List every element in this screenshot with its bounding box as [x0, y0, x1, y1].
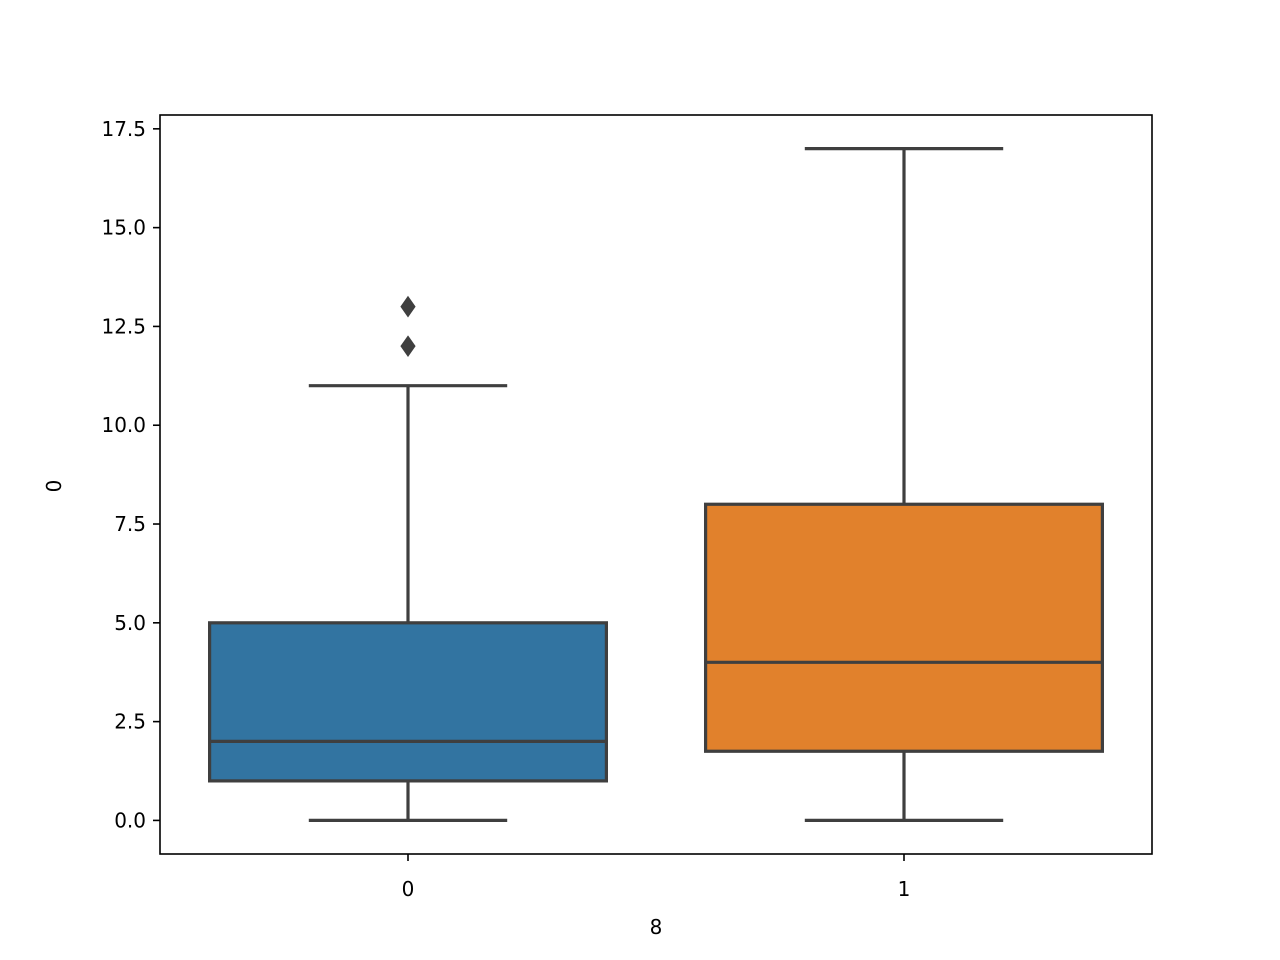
- y-tick-label: 2.5: [114, 710, 146, 734]
- y-tick-label: 7.5: [114, 512, 146, 536]
- outlier-point: [400, 295, 416, 318]
- y-tick-label: 5.0: [114, 611, 146, 635]
- y-tick-label: 10.0: [101, 413, 146, 437]
- box-iqr: [703, 502, 1104, 753]
- x-axis-label: 8: [650, 915, 663, 939]
- x-tick-label: 0: [402, 877, 415, 901]
- box-iqr: [208, 621, 608, 783]
- plot-area: 0.0 2.5 5.0 7.5 10.0 12.5 15.0 17.5 0 1: [101, 114, 1153, 901]
- y-axis-label: 0: [42, 480, 66, 493]
- y-tick-label: 0.0: [114, 808, 146, 832]
- outlier-point: [400, 335, 416, 358]
- axes-frame: [159, 114, 1153, 855]
- y-tick-label: 12.5: [101, 314, 146, 338]
- x-tick-label: 1: [898, 877, 911, 901]
- y-tick-label: 15.0: [101, 216, 146, 240]
- y-tick-label: 17.5: [101, 117, 146, 141]
